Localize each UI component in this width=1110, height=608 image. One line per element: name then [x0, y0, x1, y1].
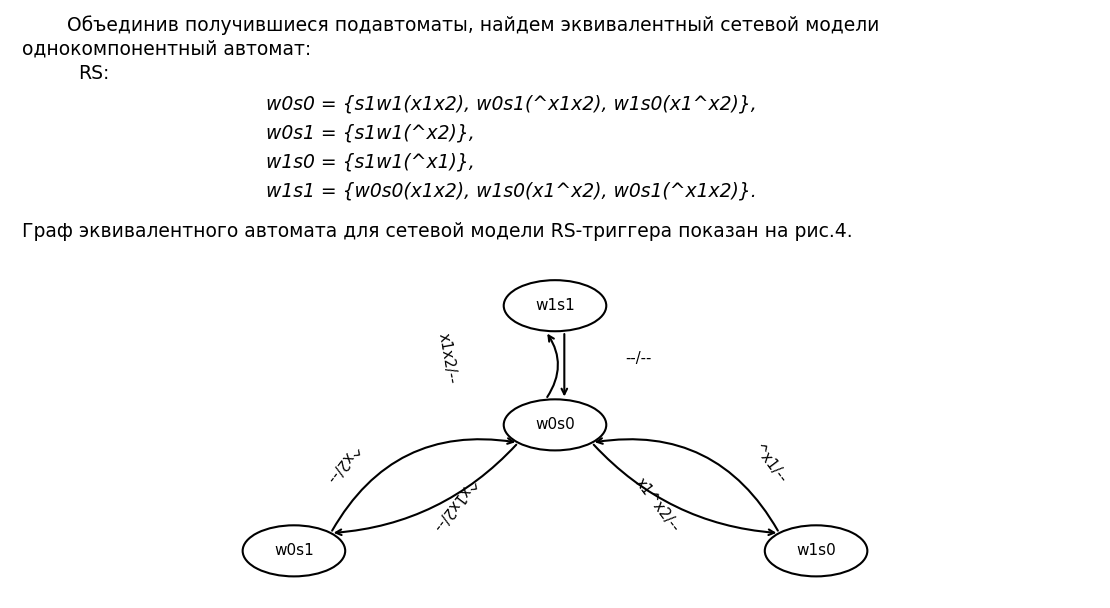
- Text: w1s0: w1s0: [796, 544, 836, 558]
- Text: ^x1/--: ^x1/--: [749, 441, 789, 487]
- Text: w1s1: w1s1: [535, 298, 575, 313]
- Text: ^x2/--: ^x2/--: [321, 441, 361, 487]
- Ellipse shape: [243, 525, 345, 576]
- Text: x1x2/--: x1x2/--: [436, 332, 460, 385]
- Text: w0s1: w0s1: [274, 544, 314, 558]
- Ellipse shape: [504, 399, 606, 451]
- Text: x1^x2/--: x1^x2/--: [633, 475, 683, 535]
- Ellipse shape: [504, 280, 606, 331]
- Text: RS:: RS:: [78, 64, 109, 83]
- Text: Объединив получившиеся подавтоматы, найдем эквивалентный сетевой модели: Объединив получившиеся подавтоматы, найд…: [67, 15, 879, 35]
- Ellipse shape: [765, 525, 867, 576]
- Text: w0s0: w0s0: [535, 417, 575, 432]
- Text: w1s0 = {s1w1(^x1)},: w1s0 = {s1w1(^x1)},: [266, 153, 475, 171]
- Text: w0s0 = {s1w1(x1x2), w0s1(^x1x2), w1s0(x1^x2)},: w0s0 = {s1w1(x1x2), w0s1(^x1x2), w1s0(x1…: [266, 94, 757, 113]
- Text: w1s1 = {w0s0(x1x2), w1s0(x1^x2), w0s1(^x1x2)}.: w1s1 = {w0s0(x1x2), w1s0(x1^x2), w0s1(^x…: [266, 182, 757, 201]
- Text: ^x1x2/--: ^x1x2/--: [427, 475, 477, 535]
- Text: w0s1 = {s1w1(^x2)},: w0s1 = {s1w1(^x2)},: [266, 123, 475, 142]
- Text: Граф эквивалентного автомата для сетевой модели RS-триггера показан на рис.4.: Граф эквивалентного автомата для сетевой…: [22, 222, 852, 241]
- Text: --/--: --/--: [625, 351, 652, 366]
- Text: однокомпонентный автомат:: однокомпонентный автомат:: [22, 40, 312, 58]
